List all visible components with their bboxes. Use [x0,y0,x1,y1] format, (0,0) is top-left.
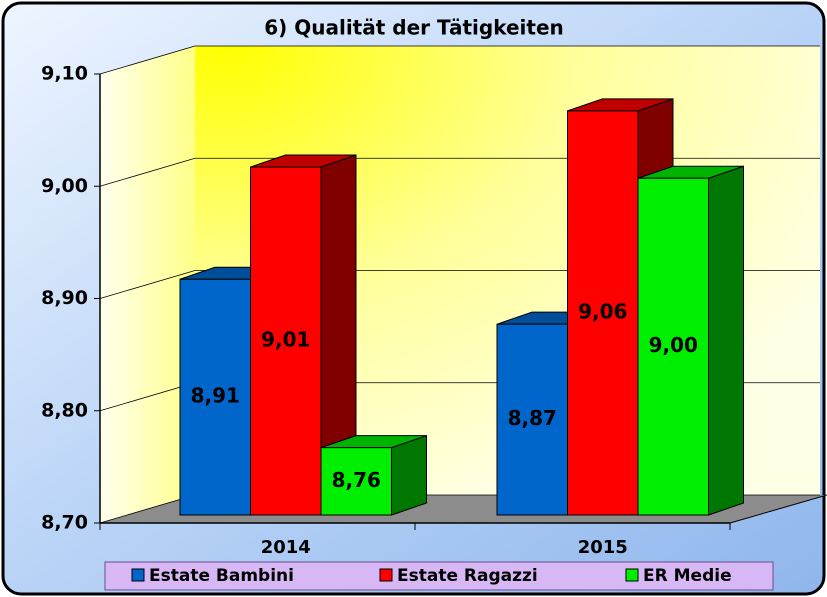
value-label: 9,06 [578,299,627,323]
y-tick-label: 9,10 [41,63,88,85]
x-tick-label: 2014 [261,537,311,558]
x-tick-label: 2015 [578,537,628,558]
bar [179,278,251,516]
value-label: 8,87 [508,406,557,430]
legend [104,561,774,591]
legend-label: Estate Ragazzi [397,566,538,586]
bar [250,166,322,516]
chart-title: 6) Qualität der Tätigkeiten [264,16,564,40]
legend-swatch [131,568,145,582]
legend-swatch [379,568,393,582]
floor-edge [729,494,827,524]
value-label: 9,01 [261,328,310,352]
y-tick-label: 8,80 [41,399,88,421]
grid-line [99,157,196,187]
grid-line [99,382,196,412]
bar [637,177,709,516]
value-label: 8,91 [191,384,240,408]
grid-line [99,45,196,75]
value-label: 9,00 [649,333,698,357]
bar [496,323,568,516]
bar [567,110,639,516]
legend-label: ER Medie [643,566,732,586]
y-tick-label: 8,70 [41,512,88,534]
y-tick-label: 9,00 [41,175,88,197]
y-tick-label: 8,90 [41,287,88,309]
legend-label: Estate Bambini [149,566,294,586]
bar [320,447,392,516]
grid-line [99,270,196,299]
value-label: 8,76 [332,468,381,492]
bar-side [391,434,427,516]
legend-swatch [625,568,639,582]
bar-side [708,165,744,516]
grid-line [99,494,196,524]
